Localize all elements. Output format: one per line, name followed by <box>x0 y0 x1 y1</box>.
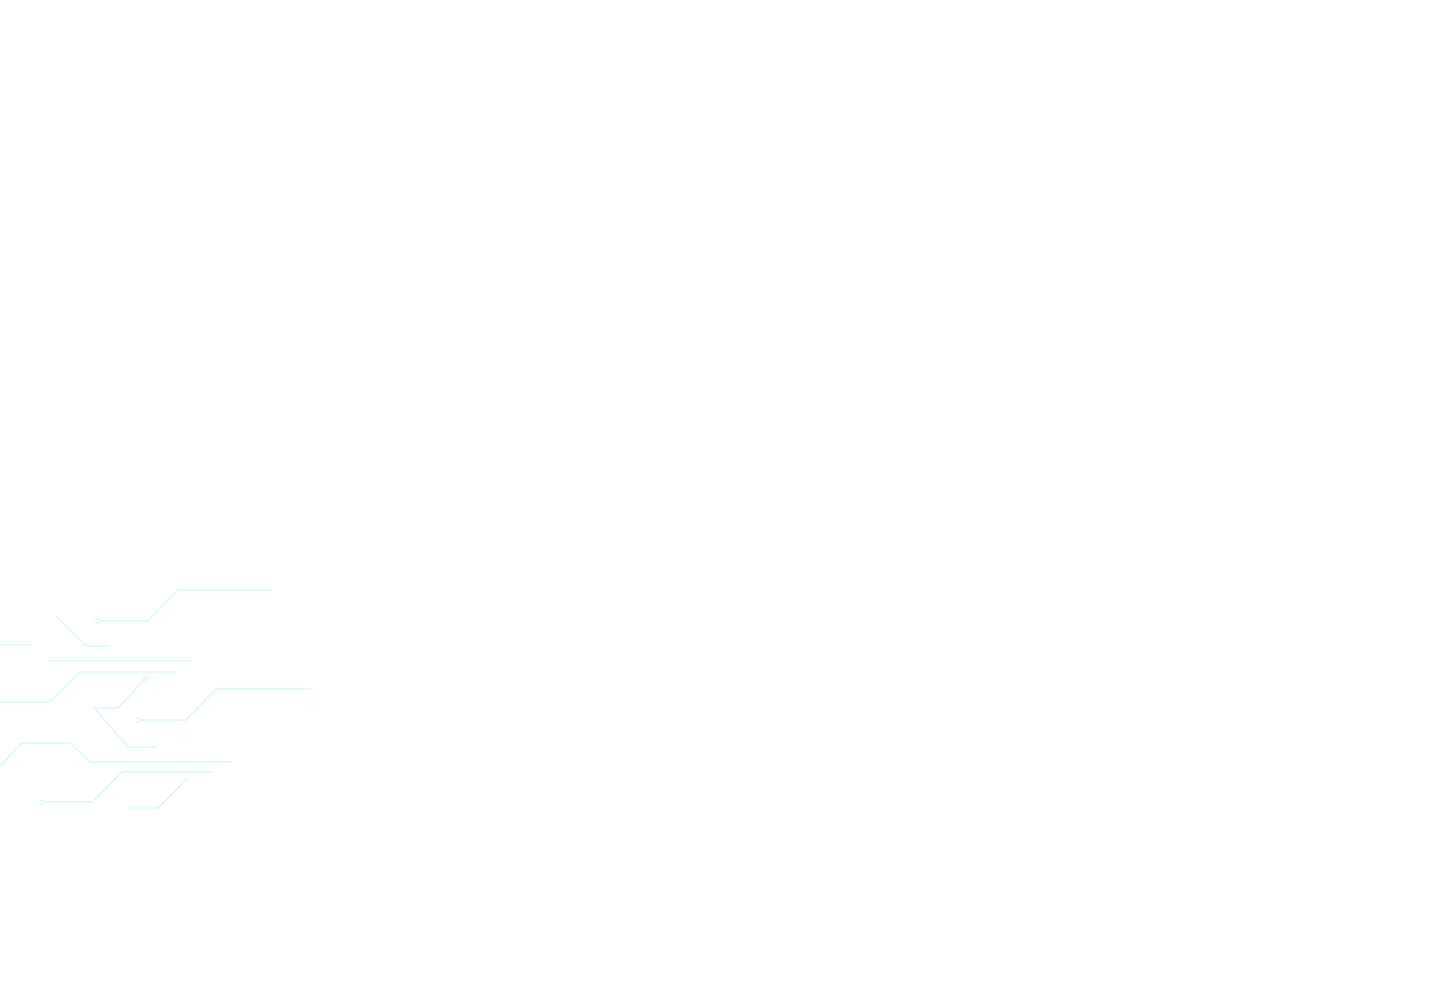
circuit-trace <box>0 742 233 767</box>
circuit-trace <box>0 671 177 703</box>
circuit-node <box>39 799 45 805</box>
circuit-trace <box>55 615 111 647</box>
circuit-trace <box>97 589 273 622</box>
circuit-trace <box>127 777 189 809</box>
circuit-trace <box>137 688 313 721</box>
circuit-node <box>135 717 141 723</box>
circuit-trace <box>41 771 215 803</box>
circuit-lines-graphic <box>0 589 313 809</box>
circuit-trace <box>95 709 157 748</box>
circuit-trace <box>93 677 147 709</box>
circuit-node <box>95 618 101 624</box>
